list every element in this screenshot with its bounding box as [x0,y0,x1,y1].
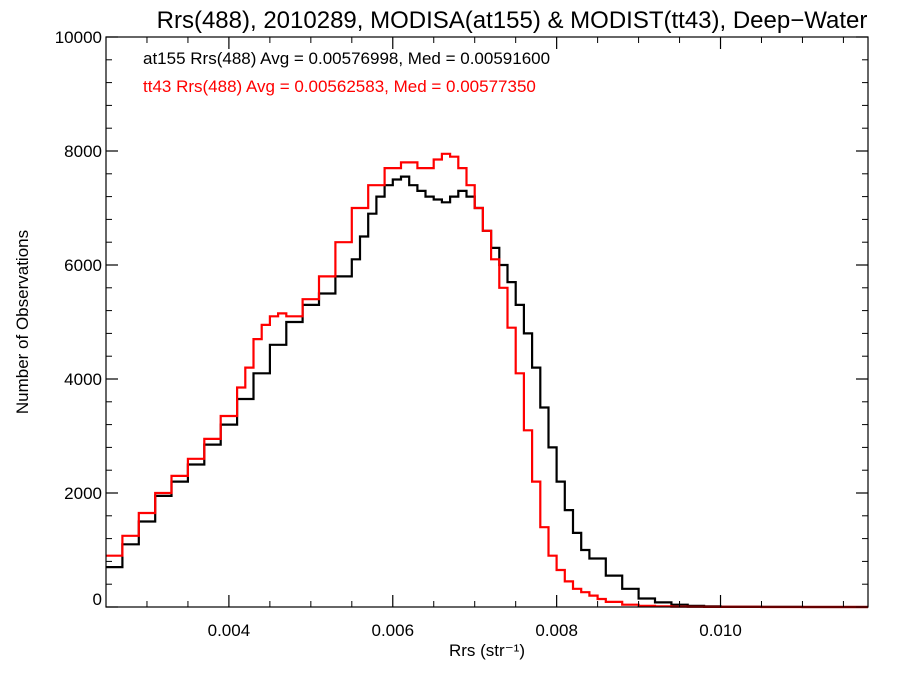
y-tick-label: 8000 [64,142,102,161]
series-line-at155 [106,175,868,609]
y-tick-label: 0 [93,590,102,609]
annotation-tt43: tt43 Rrs(488) Avg = 0.00562583, Med = 0.… [143,77,536,96]
y-tick-label: 10000 [55,28,102,47]
y-tick-label: 4000 [64,370,102,389]
x-axis-label: Rrs (str⁻¹) [449,641,525,660]
x-tick-label: 0.006 [372,621,415,640]
annotation-at155: at155 Rrs(488) Avg = 0.00576998, Med = 0… [143,49,550,68]
y-axis-label: Number of Observations [13,230,32,414]
y-tick-label: 6000 [64,256,102,275]
x-axis: 0.004 0.006 0.008 0.010 [105,37,844,640]
plot-frame [105,36,869,608]
y-axis: 0 2000 4000 6000 8000 10000 [55,28,868,609]
x-tick-label: 0.008 [535,621,578,640]
plot-area [106,152,868,609]
y-tick-label: 2000 [64,484,102,503]
series-line-tt43 [106,152,868,609]
chart-title: Rrs(488), 2010289, MODISA(at155) & MODIS… [157,7,868,34]
x-tick-label: 0.004 [208,621,251,640]
x-tick-label: 0.010 [699,621,742,640]
